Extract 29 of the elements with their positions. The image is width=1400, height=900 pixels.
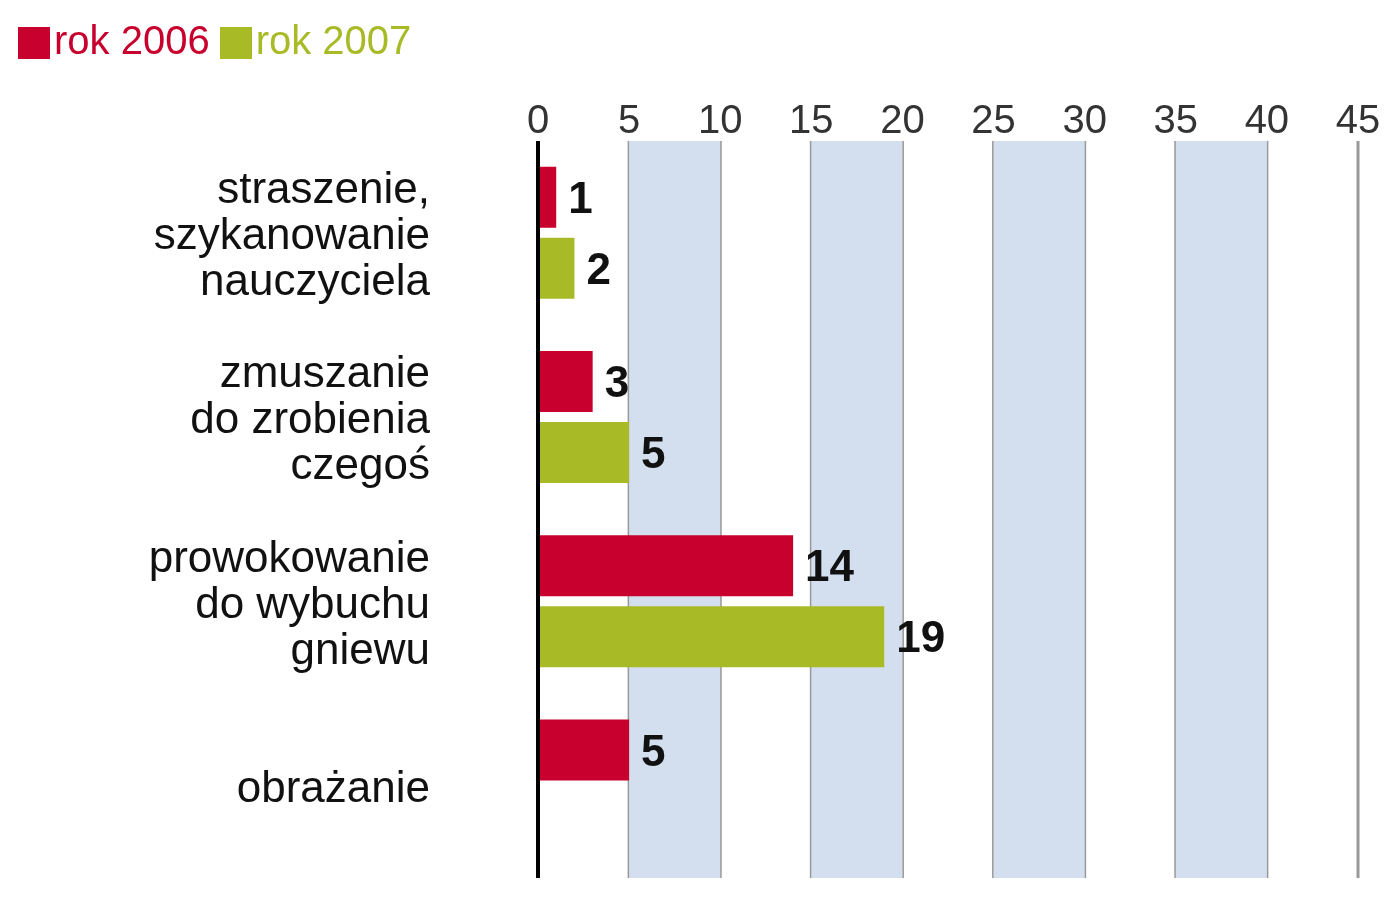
y-tick-label: obrażanie [236,761,430,811]
bar [538,535,794,597]
bar [538,719,630,781]
legend-label: rok 2006 [54,18,210,62]
x-tick-label: 45 [1335,97,1381,141]
data-label: 1 [568,172,593,222]
data-label: 14 [805,541,855,591]
data-label: 2 [586,243,611,293]
y-tick-label: zmuszanie do zrobienia czegoś [190,346,431,488]
y-tick-label: prowokowanie do wybuchu gniewu [148,531,430,673]
legend-label: rok 2007 [255,18,412,62]
data-label: 3 [604,357,630,407]
bar [538,351,593,413]
x-tick-label: 10 [697,97,743,141]
x-tick-label: 20 [880,97,925,141]
bar [538,606,885,668]
x-tick-label: 5 [617,97,641,141]
data-label: 5 [641,725,666,775]
data-label: 19 [896,612,946,662]
data-label: 5 [641,428,666,478]
x-tick-label: 0 [526,97,550,141]
x-tick-label: 15 [789,97,834,141]
y-tick-label: straszenie, szykanowanie nauczyciela [153,162,431,304]
x-tick-label: 25 [971,97,1016,141]
x-tick-label: 40 [1244,97,1290,141]
x-tick-label: 30 [1062,97,1107,141]
x-tick-label: 35 [1153,97,1199,141]
bar [538,422,630,484]
bar [538,237,575,299]
